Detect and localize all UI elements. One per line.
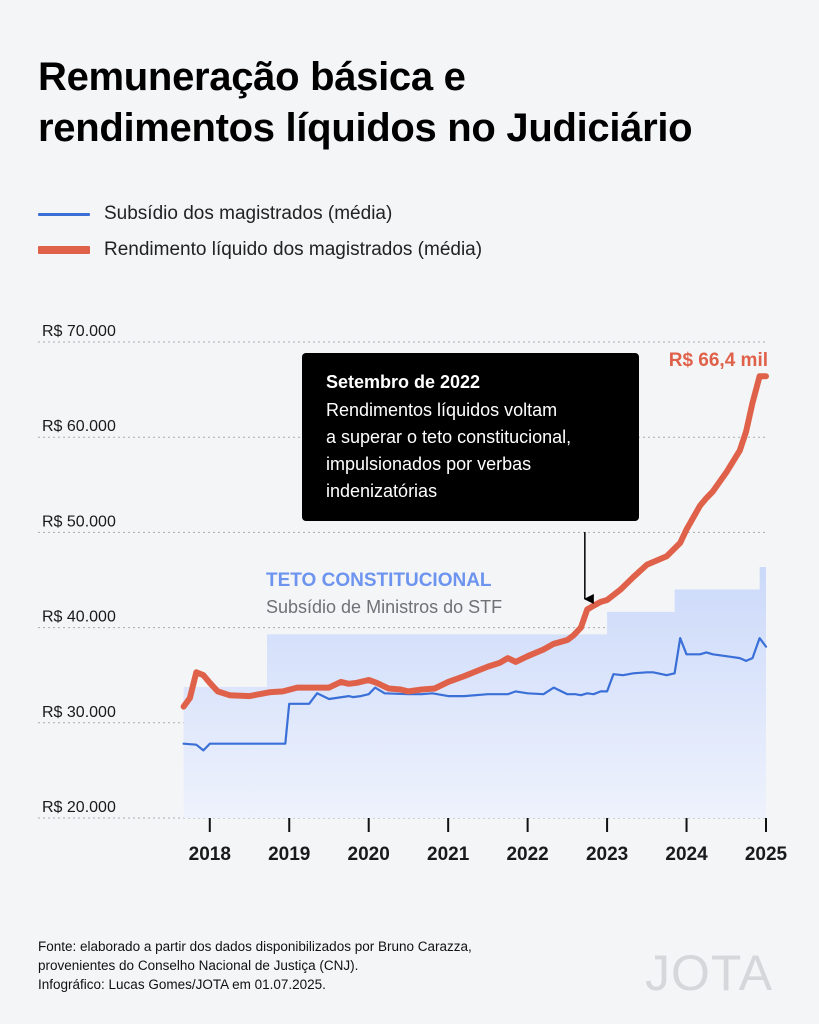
chart-labels: TETO CONSTITUCIONAL Subsídio de Ministro… (266, 350, 768, 617)
teto-sublabel: Subsídio de Ministros do STF (266, 597, 502, 617)
y-tick-label: R$ 50.000 (42, 513, 116, 530)
chart: R$ 20.000 R$ 30.000 R$ 40.000 R$ 50.000 R$ 6… (38, 323, 788, 865)
axes: 2018 2019 2020 2021 2022 2023 2024 2025 (189, 818, 788, 865)
y-tick-label: R$ 70.000 (42, 323, 116, 340)
x-tick-label: 2019 (268, 844, 310, 865)
legend-label-rendimento: Rendimento líquido dos magistrados (médi… (104, 239, 483, 260)
teto-label: TETO CONSTITUCIONAL (266, 570, 492, 591)
title-line-1: Remuneração básica e (38, 55, 466, 99)
legend-label-subsidio: Subsídio dos magistrados (média) (104, 203, 393, 224)
credit-line: Infográfico: Lucas Gomes/JOTA em 01.07.2… (38, 977, 326, 992)
annotation-line-1: Rendimentos líquidos voltam (326, 400, 557, 420)
y-tick-label: R$ 40.000 (42, 609, 116, 626)
annotation-box (302, 353, 639, 521)
legend-swatch-subsidio (38, 212, 90, 216)
teto-area (183, 566, 767, 818)
x-tick-label: 2020 (348, 844, 390, 865)
series-line-rendimento (180, 373, 769, 710)
jota-logo: JOTA (645, 945, 774, 1001)
x-tick-label: 2018 (189, 844, 231, 865)
page-title: Remuneração básica e rendimentos líquido… (38, 52, 798, 154)
series-line-subsidio (182, 637, 768, 752)
y-tick-label: R$ 60.000 (42, 418, 116, 435)
series (180, 373, 769, 752)
x-tick-label: 2023 (586, 844, 628, 865)
legend-item-subsidio: Subsídio dos magistrados (média) (38, 196, 482, 232)
x-tick-label: 2024 (665, 844, 708, 865)
legend-item-rendimento: Rendimento líquido dos magistrados (médi… (38, 232, 482, 268)
x-tick-label: 2021 (427, 844, 470, 865)
source-line-2: provenientes do Conselho Nacional de Jus… (38, 958, 359, 973)
legend: Subsídio dos magistrados (média) Rendime… (38, 196, 482, 268)
y-tick-label: R$ 20.000 (42, 799, 116, 816)
title-line-2: rendimentos líquidos no Judiciário (38, 106, 693, 150)
x-tick-label: 2022 (506, 844, 548, 865)
y-tick-label: R$ 30.000 (42, 704, 116, 721)
source-note: Fonte: elaborado a partir dos dados disp… (38, 937, 472, 994)
annotation-line-4: indenizatórias (326, 481, 437, 501)
annotation-title: Setembro de 2022 (326, 372, 480, 392)
annotation: Setembro de 2022 Rendimentos líquidos vo… (302, 353, 639, 604)
x-tick-label: 2025 (745, 844, 788, 865)
annotation-line-2: a superar o teto constitucional, (326, 427, 571, 447)
annotation-line-3: impulsionados por verbas (326, 454, 531, 474)
legend-swatch-rendimento (38, 246, 90, 254)
end-value-label: R$ 66,4 mil (669, 350, 768, 371)
source-line-1: Fonte: elaborado a partir dos dados disp… (38, 939, 472, 954)
teto-area-fill (183, 566, 767, 818)
